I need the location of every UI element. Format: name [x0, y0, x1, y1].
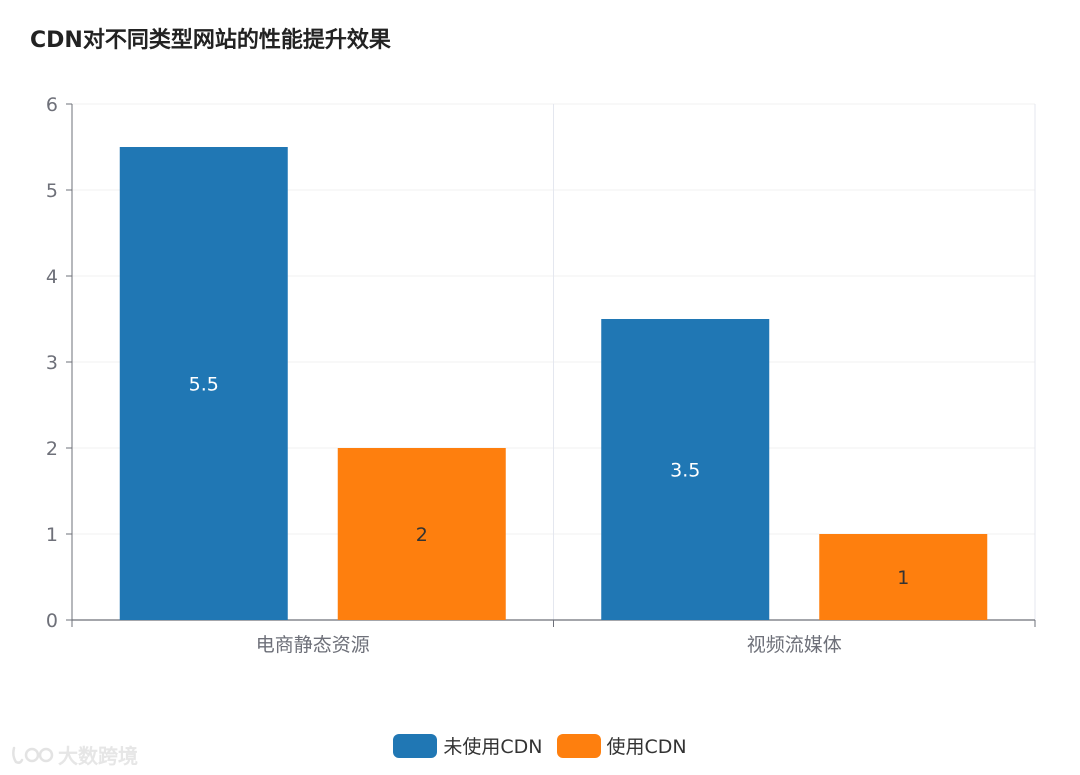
bar [337, 448, 506, 620]
bar-value-label: 3.5 [670, 460, 700, 482]
y-tick-label: 4 [46, 266, 58, 288]
x-tick-label: 电商静态资源 [256, 634, 370, 656]
axes: 0 1 2 3 4 5 6 电商静态资源 视频流媒体 [46, 94, 1036, 656]
bars [119, 147, 988, 620]
y-tick-label: 0 [46, 610, 58, 632]
legend-swatch [556, 733, 601, 758]
bar-chart: 0 1 2 3 4 5 6 电商静态资源 视频流媒体 5.5 2 3.5 1 [46, 94, 1036, 656]
bar [819, 534, 988, 620]
y-tick-label: 5 [46, 180, 58, 202]
bar-value-label: 1 [897, 567, 909, 589]
brand-logo-icon [12, 746, 54, 764]
y-tick-label: 2 [46, 438, 58, 460]
bar [119, 147, 288, 620]
legend-item-cdn[interactable]: 使用CDN [556, 732, 687, 759]
legend: 未使用CDN 使用CDN [0, 732, 1080, 759]
watermark-text: 大数跨境 [58, 744, 138, 768]
legend-label: 未使用CDN [443, 736, 543, 758]
x-tick-label: 视频流媒体 [747, 634, 842, 656]
bar-value-label: 2 [416, 524, 428, 546]
chart-title: CDN对不同类型网站的性能提升效果 [30, 28, 391, 53]
y-tick-label: 3 [46, 352, 58, 374]
legend-swatch [393, 733, 438, 758]
watermark: 大数跨境 [10, 740, 138, 769]
y-tick-label: 1 [46, 524, 58, 546]
bar [601, 319, 770, 620]
legend-label: 使用CDN [606, 736, 687, 758]
bar-value-label: 5.5 [189, 374, 219, 396]
data-labels: 5.5 2 3.5 1 [189, 374, 910, 590]
y-tick-label: 6 [46, 94, 58, 116]
legend-item-no-cdn[interactable]: 未使用CDN [393, 732, 543, 759]
